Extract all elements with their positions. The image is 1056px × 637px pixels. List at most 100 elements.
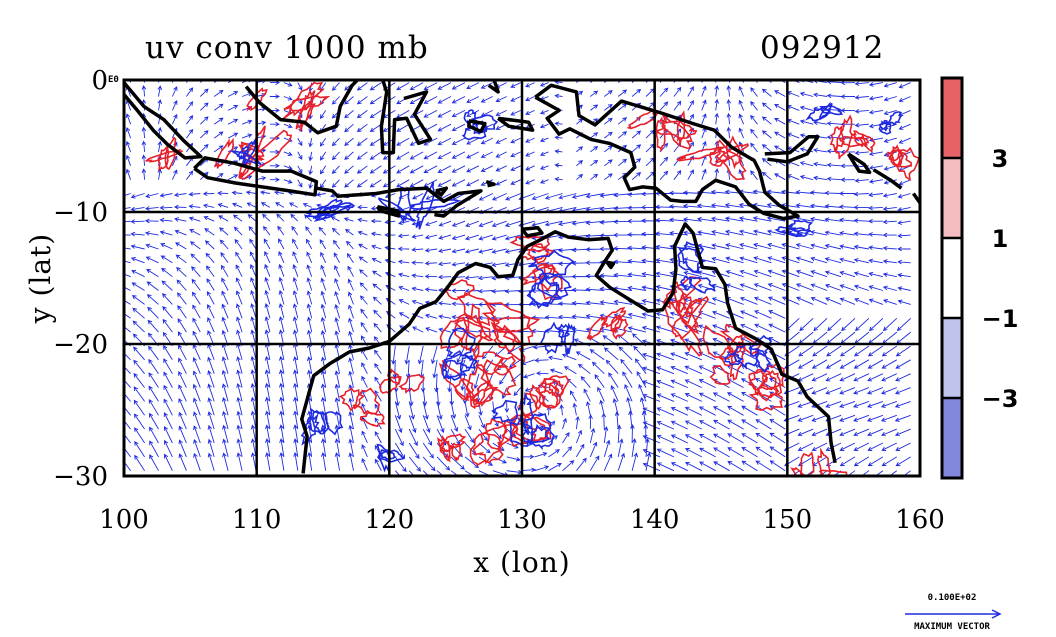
negative-contour [785, 220, 814, 232]
negative-contour [886, 111, 903, 126]
positive-contour [655, 116, 666, 152]
coastline-segment [487, 80, 500, 94]
x-axis-label: x (lon) [473, 546, 570, 579]
date-code: 092912 [760, 30, 884, 66]
plot-frame [122, 78, 922, 478]
negative-contour [521, 413, 552, 444]
positive-contour [164, 136, 177, 171]
positive-contour [351, 387, 380, 415]
positive-contour [829, 125, 844, 152]
colorbar-bin [942, 398, 962, 478]
positive-contour [655, 120, 698, 140]
positive-contour [538, 383, 560, 409]
colorbar-bin [942, 318, 962, 398]
negative-contour [460, 354, 479, 370]
positive-contour [725, 135, 742, 170]
reference-vector-value: 0.100E+02 [928, 593, 977, 603]
y-top-suffix: E0 [108, 75, 119, 85]
coastline-segment [872, 168, 903, 190]
positive-contour [145, 148, 183, 163]
positive-contour [677, 300, 700, 335]
positive-contour [586, 314, 609, 340]
coastline [124, 80, 920, 474]
positive-contour [469, 432, 504, 467]
positive-contour [436, 434, 451, 463]
positive-contour [610, 313, 623, 335]
coastline-segment [375, 204, 401, 218]
positive-contour [538, 262, 563, 302]
chart-title: uv conv 1000 mb [145, 30, 429, 66]
coastline-segment [316, 186, 483, 218]
coastline-segment [520, 226, 544, 238]
positive-contour [509, 235, 551, 253]
positive-contour [729, 341, 746, 381]
colorbar-tick-label: 1 [992, 225, 1009, 253]
positive-contour [719, 323, 762, 356]
positive-contour [675, 146, 725, 162]
negative-contour [528, 250, 575, 279]
colorbar-tick-label: 3 [992, 145, 1009, 173]
lat-lon-grid [124, 80, 920, 476]
x-tick-label: 120 [365, 505, 415, 535]
coastline-segment [497, 116, 535, 132]
coastline-segment [124, 81, 203, 160]
positive-contour [663, 299, 703, 357]
negative-contour [446, 327, 476, 358]
positive-contour [714, 143, 750, 164]
positive-contour [480, 359, 517, 396]
negative-contour [819, 105, 844, 116]
negative-contour [688, 276, 716, 294]
coastline-segment [300, 222, 837, 474]
reference-vector: 0.100E+02 MAXIMUM VECTOR [905, 593, 1002, 632]
negative-contour [441, 350, 475, 379]
negative-contour [300, 413, 320, 447]
negative-contour [409, 198, 462, 210]
positive-contour [465, 364, 490, 410]
negative-contour [539, 321, 565, 355]
positive-contour [790, 466, 808, 476]
positive-contour [838, 135, 870, 148]
negative-contour [378, 449, 405, 463]
positive-contour [246, 87, 268, 112]
negative-contour [304, 206, 332, 218]
coastline-segment [605, 260, 616, 270]
coastline-segment [434, 186, 449, 197]
coastline-segment [467, 119, 487, 134]
positive-contour [282, 81, 325, 120]
negative-contour [237, 145, 250, 162]
positive-contour [490, 321, 526, 363]
negative-contour [536, 272, 572, 299]
positive-contour [886, 149, 912, 168]
positive-contour [398, 374, 425, 394]
coastline-segment [379, 80, 433, 155]
negative-contour [879, 120, 888, 132]
positive-contour [835, 114, 853, 160]
y-tick-label: −30 [53, 462, 108, 492]
positive-contour [548, 378, 565, 399]
negative-contour [878, 119, 892, 135]
y-axis: 0 −10 −20 −30 [53, 66, 108, 492]
x-tick-label: 130 [497, 505, 547, 535]
x-tick-label: 110 [232, 505, 282, 535]
negative-contour [441, 359, 463, 381]
coastline-segment [846, 152, 872, 175]
positive-contour [715, 139, 747, 181]
negative-contour [818, 101, 833, 120]
positive-contour [888, 148, 903, 162]
coastline-segment [534, 83, 800, 221]
colorbar-bin [942, 158, 962, 238]
positive-contour [456, 291, 501, 327]
positive-contour [709, 365, 731, 385]
positive-contour [453, 318, 494, 342]
y-axis-label: y (lat) [24, 233, 57, 324]
positive-contour [676, 110, 686, 145]
map-area [124, 80, 920, 476]
negative-contour [306, 410, 330, 435]
x-tick-label: 160 [895, 505, 945, 535]
negative-contour [557, 323, 571, 338]
negative-contour [530, 423, 555, 451]
colorbar-bin [942, 78, 962, 158]
y-tick-label: −10 [53, 198, 108, 228]
positive-contour [157, 145, 170, 172]
